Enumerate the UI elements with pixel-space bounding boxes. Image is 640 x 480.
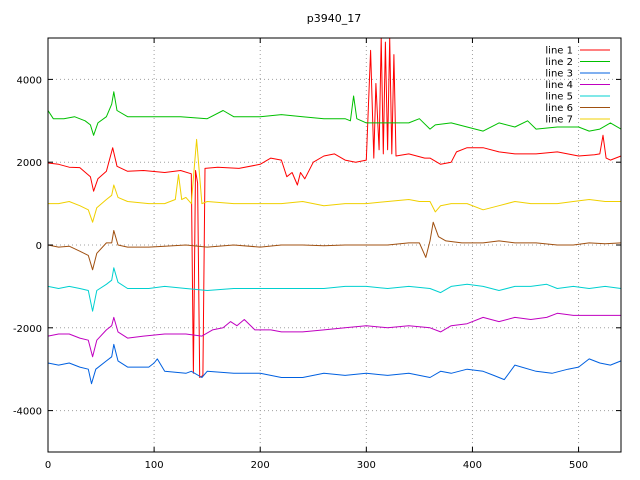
legend-label-2: line 2 <box>545 57 573 68</box>
x-tick-label: 100 <box>145 460 164 471</box>
legend-label-5: line 5 <box>545 92 573 103</box>
legend-label-7: line 7 <box>545 115 573 126</box>
series-line-7 <box>48 138 621 223</box>
y-tick-label: 0 <box>36 241 42 252</box>
y-tick-label: -2000 <box>13 324 42 335</box>
x-tick-label: 0 <box>45 460 51 471</box>
x-tick-label: 400 <box>463 460 482 471</box>
series-line-6 <box>47 221 622 271</box>
legend-label-6: line 6 <box>545 103 573 114</box>
x-tick-label: 200 <box>251 460 270 471</box>
y-tick-label: 2000 <box>17 158 42 169</box>
chart-title: p3940_17 <box>307 12 361 25</box>
legend-label-1: line 1 <box>545 46 573 57</box>
y-tick-label: -4000 <box>13 407 42 418</box>
series-line-4 <box>47 312 621 358</box>
axis-ticks: 0 100 200 300 400 500 -4000 -2000 0 2000 4000 <box>13 38 621 471</box>
series-line-3 <box>47 343 622 385</box>
series-line-1 <box>47 37 622 378</box>
series-line-2 <box>47 91 622 136</box>
grid-lines <box>48 38 621 452</box>
y-tick-label: 4000 <box>17 75 42 86</box>
series-layer <box>47 37 622 385</box>
x-tick-label: 500 <box>569 460 588 471</box>
legend-label-4: line 4 <box>545 80 573 91</box>
series-line-5 <box>47 267 622 312</box>
legend-label-3: line 3 <box>545 69 573 80</box>
x-tick-label: 300 <box>357 460 376 471</box>
